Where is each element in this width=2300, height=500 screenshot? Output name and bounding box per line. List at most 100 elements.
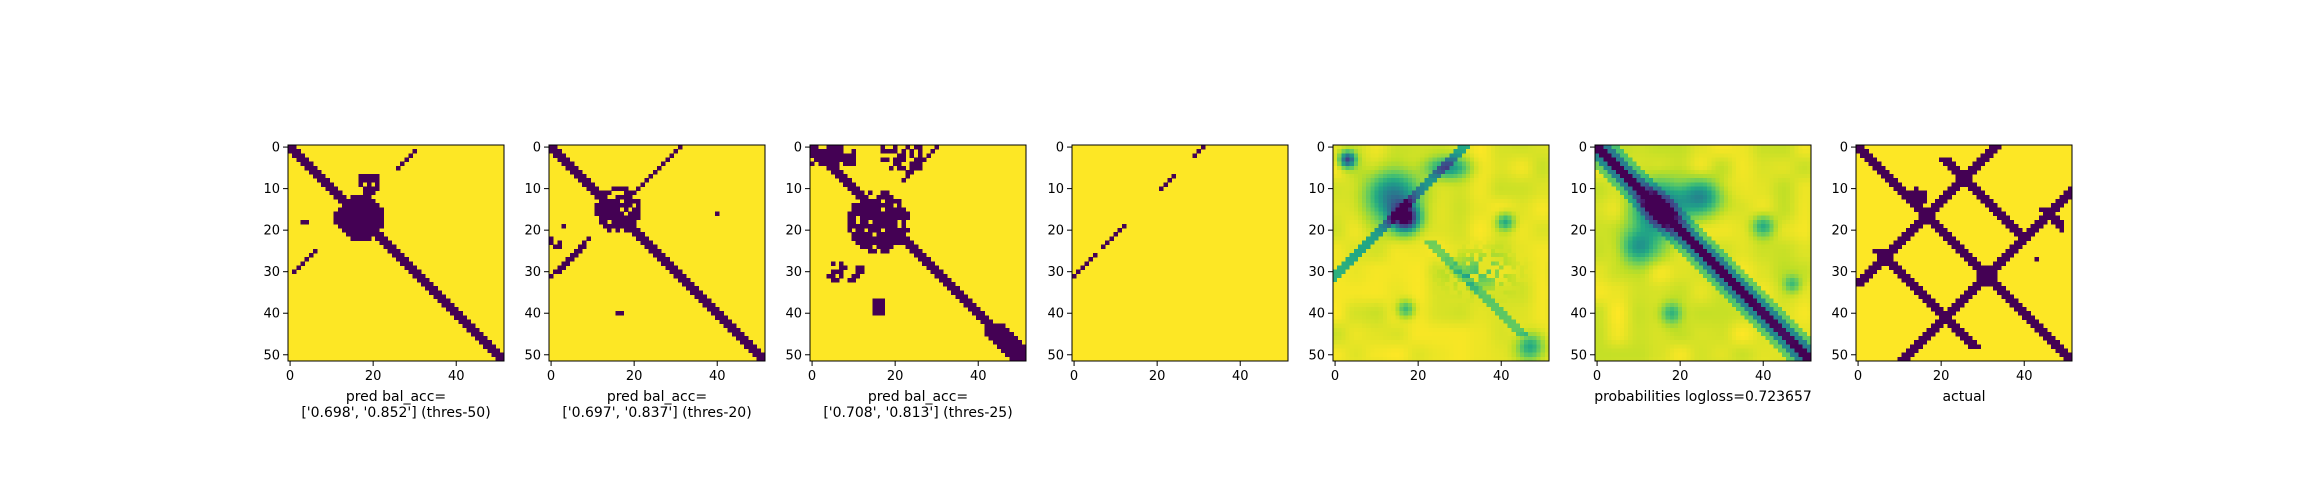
heatmap-cell	[594, 194, 600, 200]
heatmap-cell	[1088, 257, 1094, 262]
heatmap-cell	[1544, 232, 1550, 237]
heatmap-cell	[760, 356, 766, 362]
heatmap-cell	[1798, 207, 1804, 212]
heatmap-cell	[830, 157, 836, 162]
heatmap-cell	[1465, 215, 1471, 221]
heatmap-cell	[1445, 327, 1450, 333]
heatmap-cell	[1333, 340, 1338, 345]
heatmap-cell	[1524, 253, 1529, 258]
heatmap-cell	[1781, 203, 1787, 208]
heatmap-cell	[627, 211, 633, 216]
heatmap-cell	[1495, 149, 1500, 154]
heatmap-cell	[1428, 178, 1434, 183]
heatmap-cell	[1694, 211, 1700, 216]
heatmap-cell	[1669, 178, 1675, 183]
heatmap-cell	[1387, 344, 1392, 349]
heatmap-cell	[1337, 244, 1342, 250]
heatmap-cell	[586, 236, 591, 241]
heatmap-cell	[1765, 161, 1770, 167]
heatmap-cell	[1428, 182, 1434, 187]
heatmap-cell	[1391, 203, 1396, 208]
heatmap-cell	[1540, 232, 1546, 237]
heatmap-cell	[1374, 352, 1380, 358]
heatmap-cell	[888, 244, 894, 250]
heatmap-cell	[1669, 232, 1675, 237]
heatmap-cell	[1445, 182, 1450, 187]
heatmap-cell	[1653, 161, 1658, 167]
heatmap-cell	[1470, 315, 1475, 320]
heatmap-cell	[1686, 190, 1691, 196]
heatmap-cell	[665, 157, 670, 162]
heatmap-cell	[1752, 174, 1758, 179]
heatmap-cell	[615, 203, 620, 208]
heatmap-cell	[1495, 190, 1500, 196]
heatmap-cell	[1424, 323, 1429, 329]
heatmap-cell	[1407, 294, 1413, 300]
heatmap-cell	[1374, 253, 1380, 258]
heatmap-cell	[1486, 190, 1492, 196]
heatmap-cell	[1345, 327, 1350, 333]
heatmap-cell	[474, 331, 480, 337]
heatmap-cell	[1595, 232, 1600, 237]
heatmap-cell	[1395, 211, 1400, 216]
heatmap-cell	[1453, 273, 1458, 279]
heatmap-cell	[1441, 311, 1446, 316]
heatmap-cell	[1519, 228, 1525, 233]
heatmap-cell	[1499, 294, 1504, 300]
heatmap-cell	[1461, 240, 1467, 246]
heatmap-cell	[358, 178, 364, 183]
heatmap-cell	[1773, 219, 1779, 225]
heatmap-cell	[1416, 169, 1421, 175]
heatmap-cell	[1503, 199, 1508, 204]
heatmap-cell	[1649, 182, 1654, 187]
heatmap-cell	[1449, 161, 1454, 167]
heatmap-cell	[1353, 257, 1359, 262]
heatmap-cell	[1532, 352, 1537, 358]
heatmap-cell	[1403, 257, 1409, 262]
heatmap-cell	[1798, 215, 1804, 221]
heatmap-cell	[1391, 211, 1396, 216]
heatmap-cell	[1761, 232, 1766, 237]
heatmap-cell	[1428, 352, 1434, 358]
heatmap-cell	[690, 286, 695, 291]
heatmap-cell	[1362, 282, 1367, 287]
x-axis-label: ['0.697', '0.837'] (thres-20)	[562, 405, 751, 421]
heatmap-cell	[1503, 157, 1508, 162]
heatmap-cell	[1486, 323, 1492, 329]
heatmap-cell	[1370, 157, 1375, 162]
heatmap-cell	[1806, 223, 1812, 229]
heatmap-cell	[1511, 294, 1517, 300]
heatmap-cell	[1711, 157, 1716, 162]
heatmap-cell	[1445, 336, 1450, 341]
heatmap-cell	[1519, 257, 1525, 262]
heatmap-cell	[1399, 257, 1404, 262]
heatmap-cell	[1345, 282, 1350, 287]
heatmap-cell	[1632, 169, 1637, 175]
heatmap-cell	[1345, 207, 1350, 212]
heatmap-cell	[1395, 352, 1400, 358]
heatmap-cell	[1490, 248, 1496, 254]
heatmap-cell	[1511, 348, 1517, 354]
heatmap-cell	[1345, 153, 1350, 158]
heatmap-cell	[1619, 145, 1625, 150]
heatmap-cell	[1445, 261, 1450, 266]
heatmap-cell	[1544, 261, 1550, 266]
heatmap-cell	[1387, 265, 1392, 270]
heatmap-cell	[292, 269, 297, 275]
heatmap-cell	[366, 203, 372, 208]
heatmap-cell	[1341, 265, 1346, 270]
heatmap-cell	[1432, 273, 1438, 279]
heatmap-cell	[1387, 257, 1392, 262]
heatmap-cell	[623, 228, 629, 233]
heatmap-cell	[1428, 277, 1434, 283]
heatmap-cell	[1495, 331, 1500, 337]
heatmap-cell	[1711, 169, 1716, 175]
heatmap-cell	[1653, 232, 1658, 237]
heatmap-cell	[1486, 165, 1492, 171]
heatmap-cell	[1337, 282, 1342, 287]
heatmap-cell	[1490, 336, 1496, 341]
heatmap-cell	[1478, 149, 1483, 154]
heatmap-cell	[967, 298, 973, 304]
heatmap-cell	[822, 153, 827, 158]
heatmap-cell	[615, 207, 620, 212]
